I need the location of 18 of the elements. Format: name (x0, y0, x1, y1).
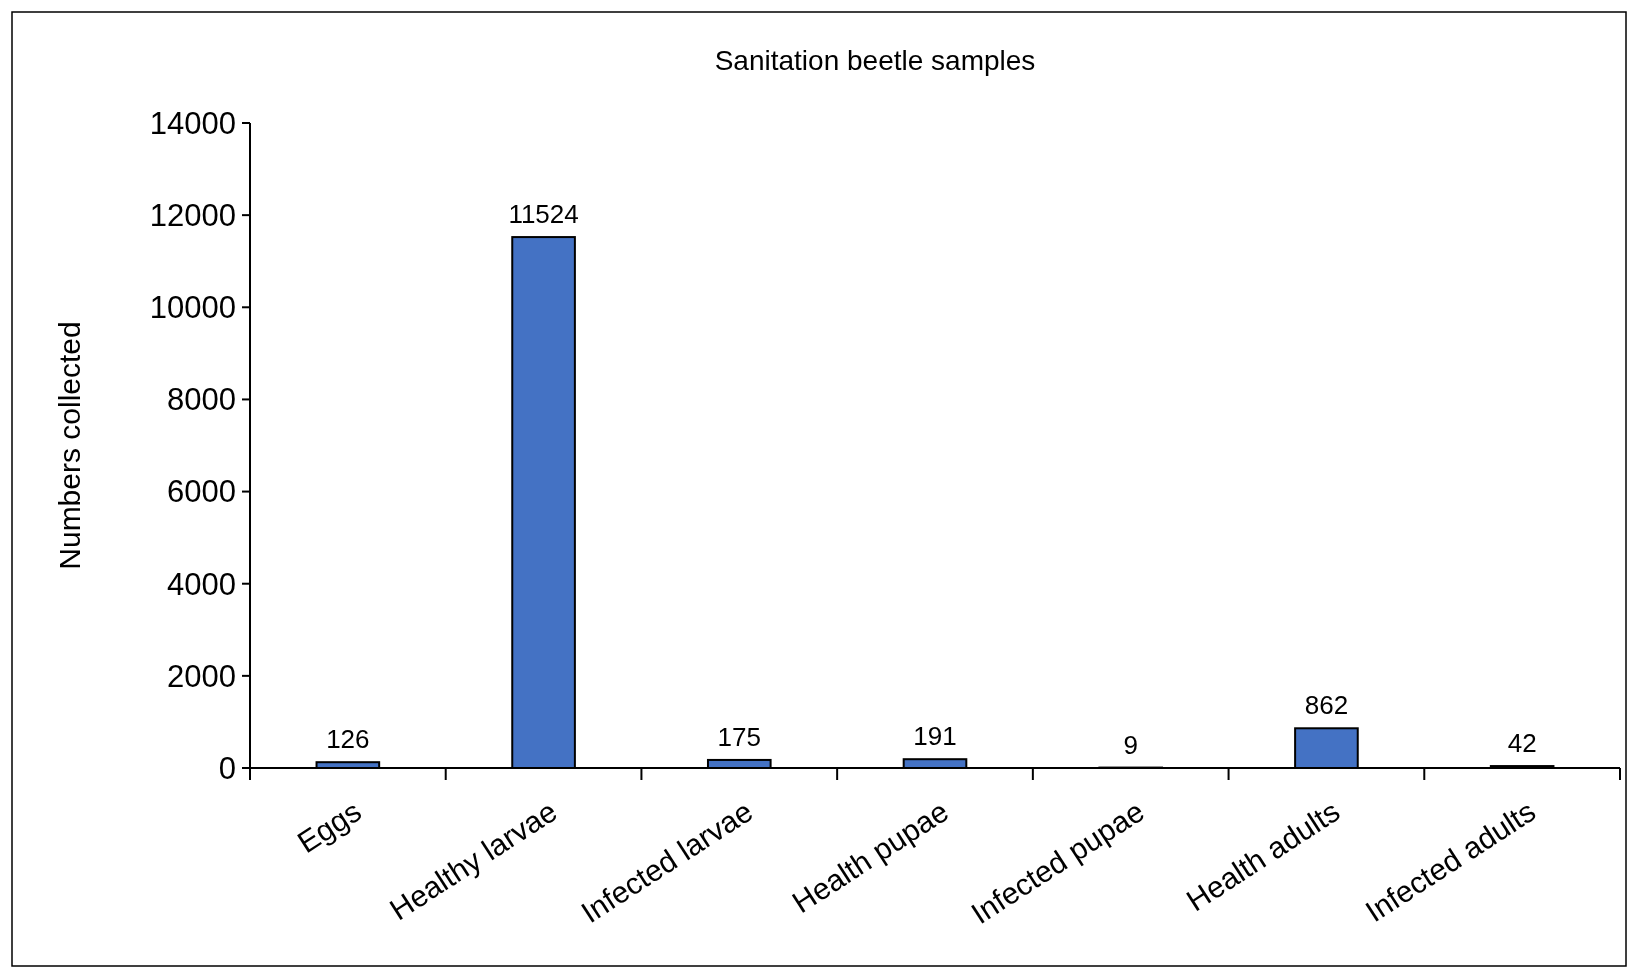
y-tick-label: 6000 (167, 474, 236, 510)
y-tick-label: 14000 (149, 105, 236, 141)
y-tick-label: 4000 (167, 566, 236, 602)
y-axis-title: Numbers collected (53, 321, 86, 570)
y-tick-label: 10000 (149, 290, 236, 326)
data-label: 191 (913, 721, 957, 752)
x-tick-label: Eggs (291, 794, 367, 860)
y-tick-label: 0 (218, 750, 236, 786)
y-tick-label: 12000 (149, 197, 236, 233)
chart-title: Sanitation beetle samples (714, 45, 1036, 76)
data-label: 862 (1304, 690, 1349, 721)
y-tick-label: 8000 (167, 382, 236, 418)
y-tick-label: 2000 (167, 658, 236, 694)
data-label: 42 (1507, 728, 1537, 759)
data-label: 175 (717, 721, 761, 752)
data-label: 11524 (508, 199, 579, 230)
data-label: 126 (326, 724, 370, 755)
data-label: 9 (1123, 729, 1138, 760)
